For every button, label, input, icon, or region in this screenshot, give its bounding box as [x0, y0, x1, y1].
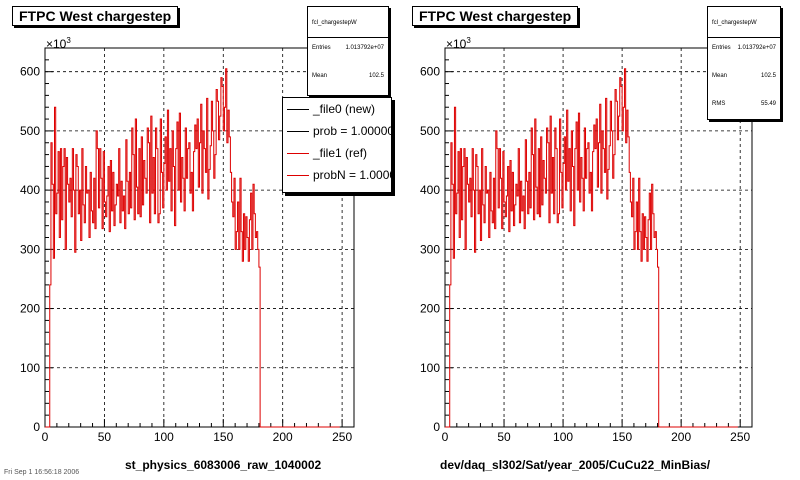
x-tick-label: 50: [497, 430, 511, 444]
stats-row-entries: Entries 1.013792e+07: [312, 45, 384, 51]
y-tick-label: 600: [20, 65, 40, 79]
panel-right: 0 50 100 150 200 250 0 100 200 300 400 500 600: [420, 47, 753, 444]
panel-left-legend: _file0 (new) prob = 1.000000 _file1 (ref…: [282, 97, 392, 193]
stats-row-mean: Mean 102.5: [712, 73, 776, 79]
y-tick-label: 300: [420, 242, 440, 256]
x-tick-label: 0: [442, 430, 449, 444]
stats-row-entries: Entries 1.013792e+07: [712, 45, 776, 51]
timestamp-stamp: Fri Sep 1 16:56:18 2006: [4, 469, 80, 476]
x-tick-label: 250: [332, 430, 352, 444]
stats-row-rms: RMS 55.49: [712, 101, 776, 107]
y-tick-label: 400: [420, 183, 440, 197]
panel-left-title: FTPC West chargestep: [12, 6, 179, 26]
stats-name: fcl_chargestepW: [712, 20, 757, 26]
plot-frame: [444, 47, 753, 428]
y-tick-label: 500: [20, 124, 40, 138]
panel-right-title: FTPC West chargestep: [412, 6, 579, 26]
x-tick-label: 100: [154, 430, 174, 444]
legend-entry-new: _file0 (new): [283, 100, 391, 120]
y-tick-label: 0: [33, 420, 40, 434]
legend-entry-probn: probN = 1.000000: [283, 166, 391, 186]
legend-entry-ref: _file1 (ref): [283, 144, 391, 164]
panel-right-exponent: ×103: [446, 36, 471, 51]
y-tick-label: 200: [420, 302, 440, 316]
x-tick-label: 100: [553, 430, 573, 444]
y-tick-label: 400: [20, 183, 40, 197]
stats-name: fcl_chargestepW: [312, 20, 357, 26]
x-tick-label: 200: [273, 430, 293, 444]
legend-entry-prob: prob = 1.000000: [283, 122, 391, 142]
panel-left-exponent: ×103: [46, 36, 71, 51]
x-tick-label: 250: [730, 430, 750, 444]
y-tick-label: 500: [420, 124, 440, 138]
panel-left-stats-box: fcl_chargestepW Entries 1.013792e+07 Mean…: [307, 6, 389, 96]
panel-left-x-title: st_physics_6083006_raw_1040002: [125, 458, 322, 472]
y-tick-label: 600: [420, 65, 440, 79]
panel-right-x-title: dev/daq_sl302/Sat/year_2005/CuCu22_MinBi…: [440, 458, 711, 472]
y-tick-label: 300: [20, 242, 40, 256]
y-tick-label: 0: [433, 420, 440, 434]
stats-row-mean: Mean 102.5: [312, 73, 384, 79]
y-tick-label: 100: [420, 361, 440, 375]
histogram-series-ref: [45, 68, 340, 428]
y-tick-label: 200: [20, 302, 40, 316]
x-tick-label: 0: [42, 430, 49, 444]
x-tick-label: 150: [213, 430, 233, 444]
x-tick-label: 200: [671, 430, 691, 444]
panel-right-stats-box: fcl_chargestepW Entries 1.013792e+07 Mean…: [707, 6, 781, 120]
y-tick-label: 100: [20, 361, 40, 375]
x-tick-label: 150: [612, 430, 632, 444]
x-tick-label: 50: [98, 430, 112, 444]
histogram-series-ref: [445, 68, 738, 428]
